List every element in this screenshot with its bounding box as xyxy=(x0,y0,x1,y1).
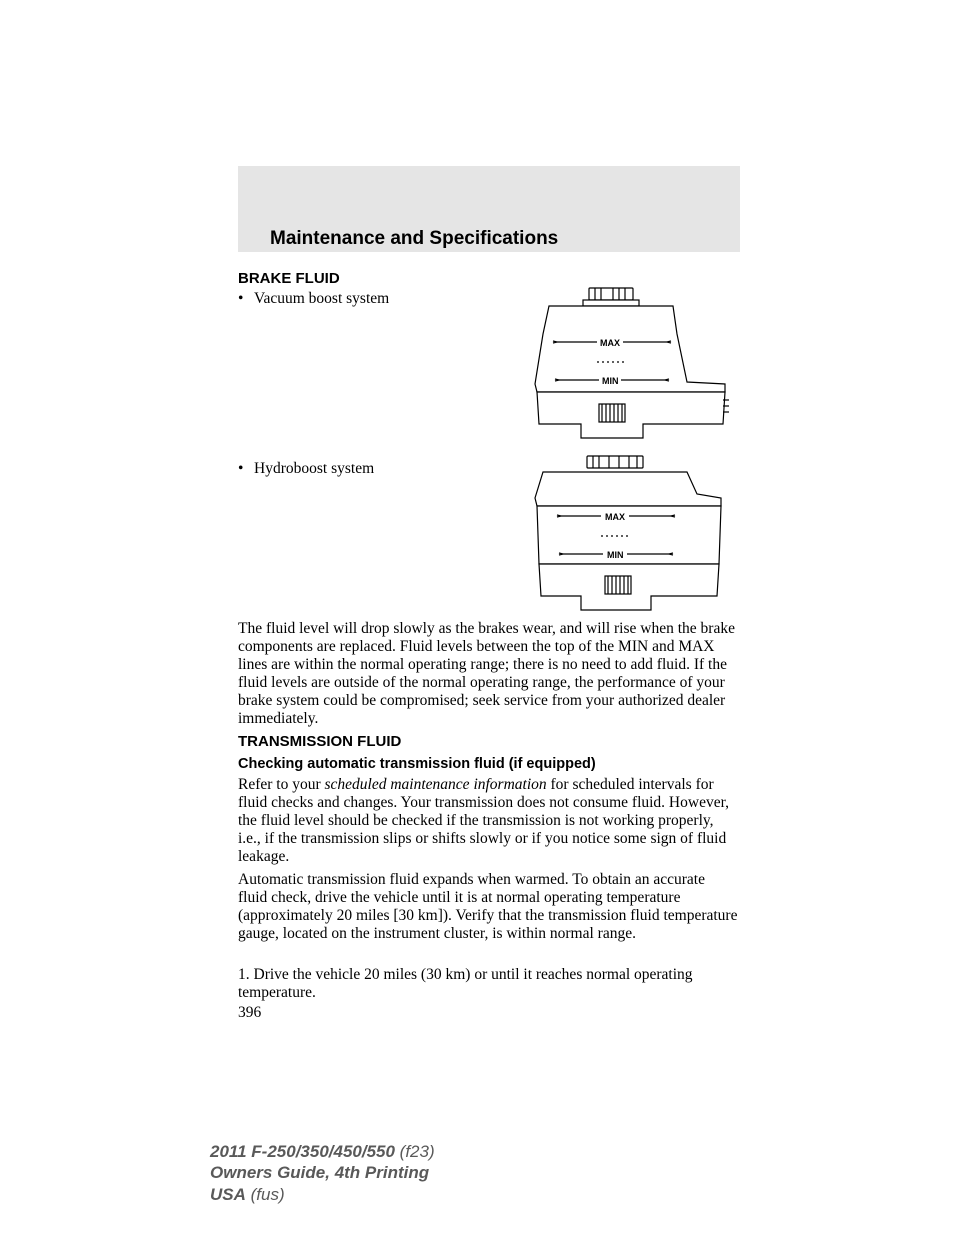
subheading-checking-atf: Checking automatic transmission fluid (i… xyxy=(238,756,596,772)
bullet-icon: • xyxy=(238,290,254,308)
footer-line-2: Owners Guide, 4th Printing xyxy=(210,1162,435,1183)
chapter-title: Maintenance and Specifications xyxy=(270,228,558,250)
bullet-vacuum-boost: •Vacuum boost system xyxy=(238,290,389,308)
para-atf-1-pre: Refer to your xyxy=(238,776,325,793)
footer-model: 2011 F-250/350/450/550 xyxy=(210,1142,395,1161)
heading-transmission-fluid: TRANSMISSION FLUID xyxy=(238,733,401,750)
footer-guide: Owners Guide, 4th Printing xyxy=(210,1163,429,1182)
bullet-icon: • xyxy=(238,460,254,478)
diagram-vacuum-boost-reservoir: MAX MIN xyxy=(517,284,737,444)
label-min: MIN xyxy=(607,550,624,560)
para-brake-fluid: The fluid level will drop slowly as the … xyxy=(238,620,738,728)
heading-brake-fluid: BRAKE FLUID xyxy=(238,270,340,287)
footer-region-code: (fus) xyxy=(246,1185,285,1204)
bullet-text: Vacuum boost system xyxy=(254,290,389,307)
bullet-hydroboost: •Hydroboost system xyxy=(238,460,374,478)
para-atf-1-ital: scheduled maintenance information xyxy=(325,776,547,793)
para-atf-2: Automatic transmission fluid expands whe… xyxy=(238,871,738,943)
label-max: MAX xyxy=(600,338,620,348)
label-max: MAX xyxy=(605,512,625,522)
page-number: 396 xyxy=(238,1004,261,1022)
bullet-text: Hydroboost system xyxy=(254,460,374,477)
label-min: MIN xyxy=(602,376,619,386)
footer-line-3: USA (fus) xyxy=(210,1184,435,1205)
footer-code: (f23) xyxy=(395,1142,435,1161)
footer-line-1: 2011 F-250/350/450/550 (f23) xyxy=(210,1141,435,1162)
para-atf-1: Refer to your scheduled maintenance info… xyxy=(238,776,738,866)
step-atf-1: 1. Drive the vehicle 20 miles (30 km) or… xyxy=(238,966,738,1002)
footer-region: USA xyxy=(210,1185,246,1204)
footer-block: 2011 F-250/350/450/550 (f23) Owners Guid… xyxy=(210,1141,435,1205)
diagram-hydroboost-reservoir: MAX MIN xyxy=(521,454,741,614)
